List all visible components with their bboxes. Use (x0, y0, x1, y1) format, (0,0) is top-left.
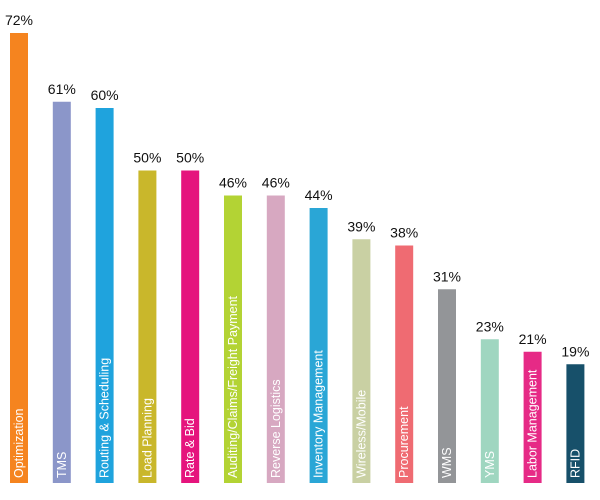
category-label-auditing-claims-freight-payment: Auditing/Claims/Freight Payment (226, 295, 240, 478)
bar-routing-scheduling (95, 108, 114, 483)
bar-rfid (566, 364, 585, 483)
value-label-tms: 61% (48, 81, 76, 97)
category-label-tms: TMS (55, 452, 69, 478)
value-label-procurement: 38% (390, 225, 418, 241)
bar-wireless-mobile (352, 239, 371, 483)
bar-yms (480, 339, 499, 483)
value-label-yms: 23% (476, 318, 504, 334)
category-label-rate-bid: Rate & Bid (183, 418, 197, 478)
category-label-procurement: Procurement (397, 406, 411, 478)
bar-inventory-management (309, 208, 328, 483)
bar-labor-management (523, 351, 542, 483)
bar-rate-bid (181, 170, 200, 483)
category-label-optimization: Optimization (12, 408, 26, 478)
category-label-labor-management: Labor Management (526, 369, 540, 478)
bars-group (10, 33, 585, 483)
value-label-auditing-claims-freight-payment: 46% (219, 175, 247, 191)
bar-auditing-claims-freight-payment (224, 195, 242, 483)
value-label-routing-scheduling: 60% (91, 87, 119, 103)
bar-optimization (10, 33, 28, 483)
category-label-yms: YMS (483, 451, 497, 478)
bar-reverse-logistics (266, 195, 285, 483)
value-label-inventory-management: 44% (305, 187, 333, 203)
category-label-rfid: RFID (568, 449, 582, 478)
value-label-rate-bid: 50% (176, 150, 204, 166)
value-label-wms: 31% (433, 268, 461, 284)
category-label-routing-scheduling: Routing & Scheduling (98, 358, 112, 478)
value-label-load-planning: 50% (133, 150, 161, 166)
category-label-wms: WMS (440, 447, 454, 478)
category-label-load-planning: Load Planning (140, 398, 154, 478)
bar-tms (52, 101, 71, 483)
category-label-wireless-mobile: Wireless/Mobile (354, 390, 368, 478)
category-label-inventory-management: Inventory Management (312, 350, 326, 478)
bar-procurement (395, 245, 414, 483)
bar-load-planning (138, 170, 157, 483)
category-labels-group: Optimization TMS Routing & Scheduling Load … (12, 295, 582, 478)
value-labels-group: 72% 61% 60% 50% 50% 46% 46% 44% 39% 38% 31% 23% 21% 1… (5, 12, 589, 359)
bar-wms (438, 289, 456, 483)
value-label-rfid: 19% (561, 343, 589, 359)
category-label-reverse-logistics: Reverse Logistics (269, 379, 283, 478)
value-label-optimization: 72% (5, 12, 33, 28)
value-label-labor-management: 21% (519, 331, 547, 347)
value-label-wireless-mobile: 39% (347, 218, 375, 234)
value-label-reverse-logistics: 46% (262, 175, 290, 191)
